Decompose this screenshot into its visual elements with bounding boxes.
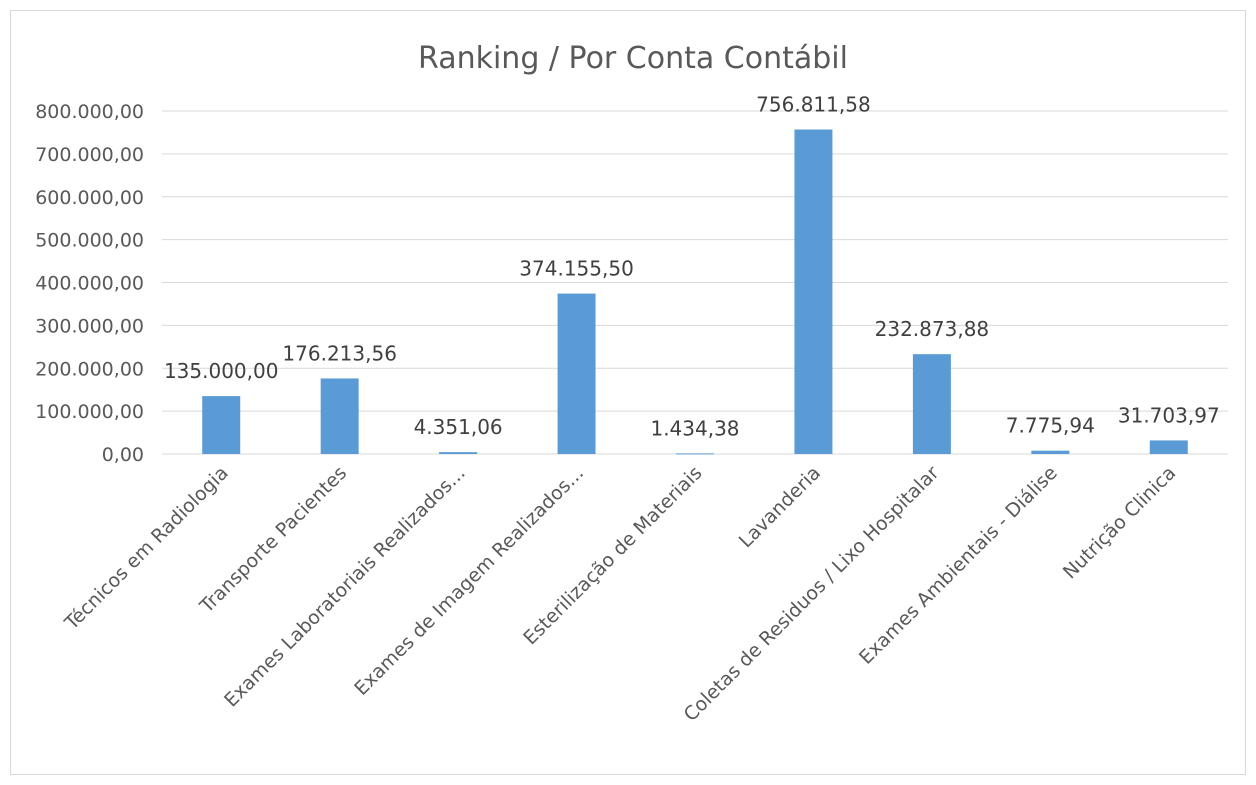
- y-axis: 0,00 100.000,00 200.000,00 300.000,00 400.00…: [35, 101, 144, 466]
- y-tick-label: 0,00: [102, 444, 144, 466]
- x-tick-label: Exames Laboratoriais Realizados...: [220, 462, 470, 712]
- bar: [439, 452, 478, 454]
- bar: [202, 396, 241, 454]
- data-label: 135.000,00: [164, 359, 279, 383]
- data-label: 176.213,56: [282, 341, 397, 365]
- bar: [1149, 440, 1188, 454]
- bar: [1031, 450, 1070, 454]
- chart-title: Ranking / Por Conta Contábil: [418, 41, 848, 76]
- data-label: 232.873,88: [875, 317, 990, 341]
- data-label: 1.434,38: [650, 416, 739, 440]
- x-tick-label: Coletas de Residuos / Lixo Hospitalar: [680, 462, 944, 726]
- y-tick-label: 600.000,00: [35, 187, 144, 209]
- bar: [912, 354, 951, 454]
- y-tick-label: 200.000,00: [35, 358, 144, 380]
- data-label: 756.811,58: [756, 93, 871, 117]
- data-label: 31.703,97: [1118, 403, 1220, 427]
- bar: [320, 378, 359, 454]
- x-tick-label: Lavanderia: [735, 462, 825, 552]
- bar: [676, 453, 714, 455]
- x-tick-label: Exames de Imagem Realizados...: [350, 462, 588, 700]
- y-tick-label: 800.000,00: [35, 101, 144, 123]
- chart-frame: [10, 10, 1246, 775]
- x-tick-label: Exames Ambientais - Diálise: [855, 462, 1062, 669]
- data-label: 7.775,94: [1006, 414, 1095, 438]
- bar: [557, 293, 596, 454]
- data-label: 4.351,06: [414, 415, 503, 439]
- bars: [202, 129, 1188, 455]
- y-tick-label: 500.000,00: [35, 230, 144, 252]
- x-tick-label: Nutrição Clinica: [1059, 462, 1180, 583]
- bar: [794, 129, 833, 454]
- y-tick-label: 100.000,00: [35, 401, 144, 423]
- y-tick-label: 700.000,00: [35, 144, 144, 166]
- data-label: 374.155,50: [519, 257, 634, 281]
- y-tick-label: 300.000,00: [35, 315, 144, 337]
- y-tick-label: 400.000,00: [35, 273, 144, 295]
